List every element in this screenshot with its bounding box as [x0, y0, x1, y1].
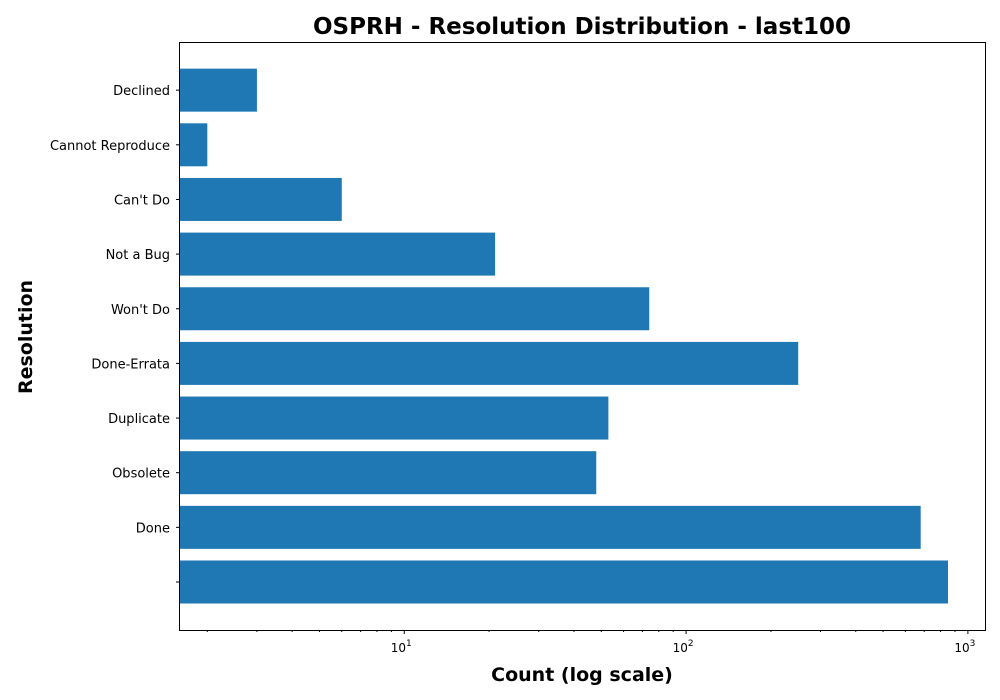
- x-tick-label: 101: [391, 639, 412, 655]
- bar-cannot-reproduce: [180, 123, 208, 167]
- bars-group: [180, 68, 949, 604]
- y-tick-label: Done: [136, 521, 170, 536]
- y-tick-label: Won't Do: [111, 303, 170, 318]
- bar-declined: [180, 68, 257, 112]
- bar-done: [180, 505, 921, 549]
- chart-title: OSPRH - Resolution Distribution - last10…: [313, 14, 851, 40]
- x-tick-label: 102: [673, 639, 694, 655]
- y-tick-label: Done-Errata: [91, 357, 170, 372]
- y-tick-label: Cannot Reproduce: [50, 139, 170, 154]
- bar-duplicate: [180, 396, 609, 440]
- y-ticks-group: Done Obsolete Duplicate Done-Errata Won't Do…: [50, 84, 180, 583]
- y-tick-label: Duplicate: [108, 412, 170, 427]
- bar-blank: [180, 560, 949, 604]
- y-tick-label: Not a Bug: [106, 248, 170, 263]
- bar-obsolete: [180, 451, 597, 495]
- plot-frame: [179, 42, 986, 631]
- bar-done-errata: [180, 341, 799, 385]
- bar-can-t-do: [180, 177, 342, 221]
- x-axis-title: Count (log scale): [491, 664, 673, 686]
- y-axis-title: Resolution: [15, 280, 37, 394]
- y-tick-label: Declined: [113, 84, 170, 99]
- bar-won-t-do: [180, 287, 650, 331]
- x-ticks-group: 101 102 103: [206, 630, 975, 655]
- bar-not-a-bug: [180, 232, 496, 276]
- y-tick-label: Obsolete: [112, 467, 170, 482]
- y-tick-label: Can't Do: [114, 193, 170, 208]
- x-tick-label: 103: [954, 639, 975, 655]
